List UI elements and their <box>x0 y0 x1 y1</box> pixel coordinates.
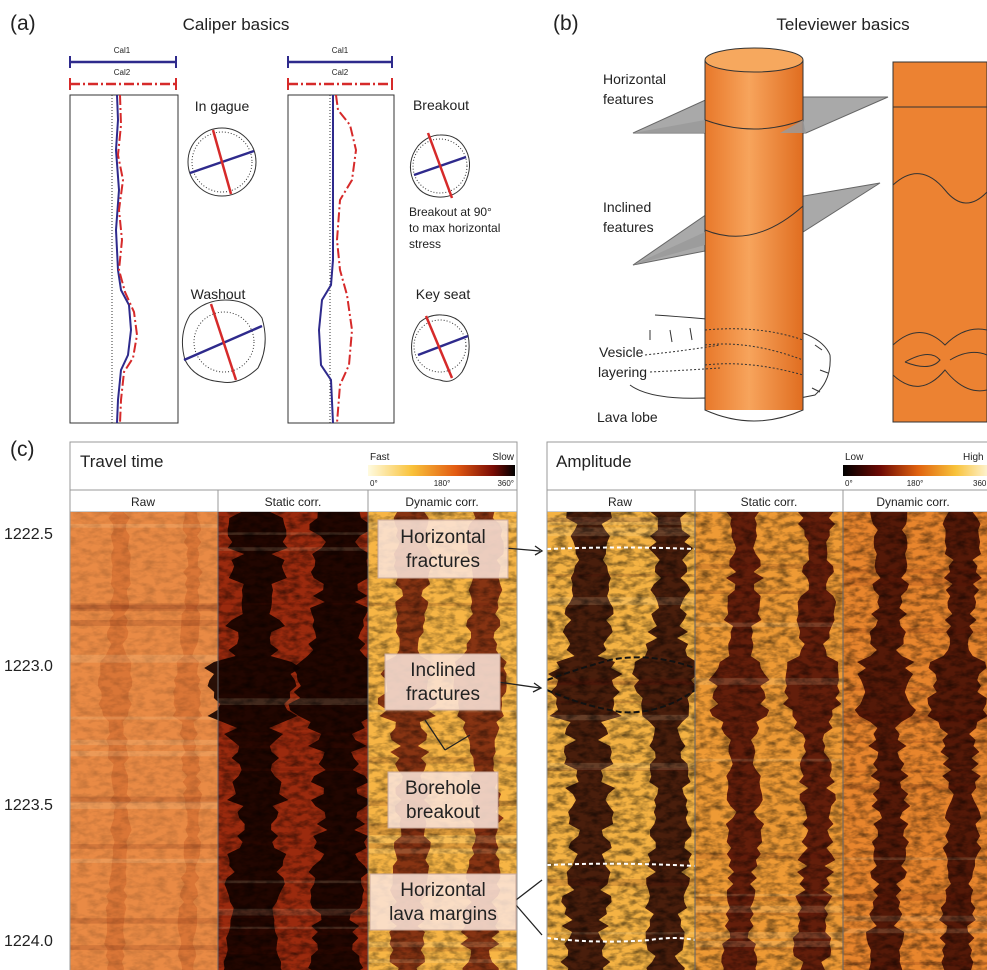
note-line: stress <box>409 237 441 251</box>
feature-label: features <box>603 91 654 107</box>
annotation: Inclined <box>410 660 476 681</box>
feature-label: Lava lobe <box>597 409 658 425</box>
column-header: Dynamic corr. <box>405 495 478 509</box>
scale-tick: 0° <box>370 479 378 488</box>
case-label: Key seat <box>416 286 471 302</box>
column-header: Raw <box>131 495 155 509</box>
travel-time-header: Travel time Fast Slow 0° 180° 360° Raw S… <box>70 442 517 512</box>
image-texture <box>843 512 987 970</box>
panel-title: Televiewer basics <box>776 15 909 34</box>
depth-axis: 1222.5 1223.0 1223.5 1224.0 <box>4 526 53 950</box>
annotation: lava margins <box>389 904 497 925</box>
amplitude-header: Amplitude Low High 0° 180° 360 Raw Stati… <box>547 442 987 512</box>
note-line: Breakout at 90° <box>409 205 492 219</box>
image-texture <box>70 512 218 970</box>
cal1-label: Cal1 <box>332 46 349 55</box>
note-line: to max horizontal <box>409 221 500 235</box>
annotation: fractures <box>406 684 480 705</box>
panel-label: (c) <box>10 438 35 461</box>
case-label: In gague <box>195 98 250 114</box>
depth-label: 1222.5 <box>4 526 53 543</box>
scale-tick: 360° <box>497 479 514 488</box>
case-label: Breakout <box>413 97 469 113</box>
panel-label: (a) <box>10 12 36 35</box>
column-header: Static corr. <box>265 495 322 509</box>
annotation: Borehole <box>405 778 481 799</box>
log-images <box>70 512 987 970</box>
figure: (a) Caliper basics Cal1 Cal2 In gague Wa… <box>0 0 987 970</box>
cal1-label: Cal1 <box>114 46 131 55</box>
caliper-log-1: Cal1 Cal2 In gague Washout <box>70 46 265 423</box>
column-header: Static corr. <box>741 495 798 509</box>
scale-tick: 0° <box>845 479 853 488</box>
image-texture <box>695 512 843 970</box>
annotation: Horizontal <box>400 880 486 901</box>
panel-title: Caliper basics <box>183 15 290 34</box>
caliper-log-2: Cal1 Cal2 Breakout Breakout at 90° to ma… <box>288 46 500 423</box>
feature-label: features <box>603 219 654 235</box>
scale-low: Fast <box>370 452 390 463</box>
scale-high: Slow <box>492 452 514 463</box>
image-texture <box>218 512 368 970</box>
panel-label: (b) <box>553 12 579 35</box>
scale-low: Low <box>845 452 864 463</box>
annotation: fractures <box>406 551 480 572</box>
cal2-label: Cal2 <box>114 68 131 77</box>
image-title: Travel time <box>80 452 163 471</box>
depth-label: 1223.5 <box>4 797 53 814</box>
feature-label: Inclined <box>603 199 651 215</box>
feature-label: Horizontal <box>603 71 666 87</box>
unrolled-image <box>893 62 987 422</box>
image-texture <box>547 512 695 970</box>
feature-label: Vesicle <box>599 344 644 360</box>
feature-label: layering <box>598 364 647 380</box>
column-header: Raw <box>608 495 632 509</box>
scale-tick: 180° <box>434 479 451 488</box>
depth-label: 1223.0 <box>4 658 53 675</box>
cal2-label: Cal2 <box>332 68 349 77</box>
annotation: breakout <box>406 802 481 823</box>
case-label: Washout <box>191 286 246 302</box>
image-title: Amplitude <box>556 452 632 471</box>
scale-high: High <box>963 452 984 463</box>
annotation: Horizontal <box>400 527 486 548</box>
depth-label: 1224.0 <box>4 933 53 950</box>
scale-tick: 360 <box>973 479 987 488</box>
column-header: Dynamic corr. <box>876 495 949 509</box>
scale-tick: 180° <box>907 479 924 488</box>
borehole-cylinder <box>630 48 888 421</box>
